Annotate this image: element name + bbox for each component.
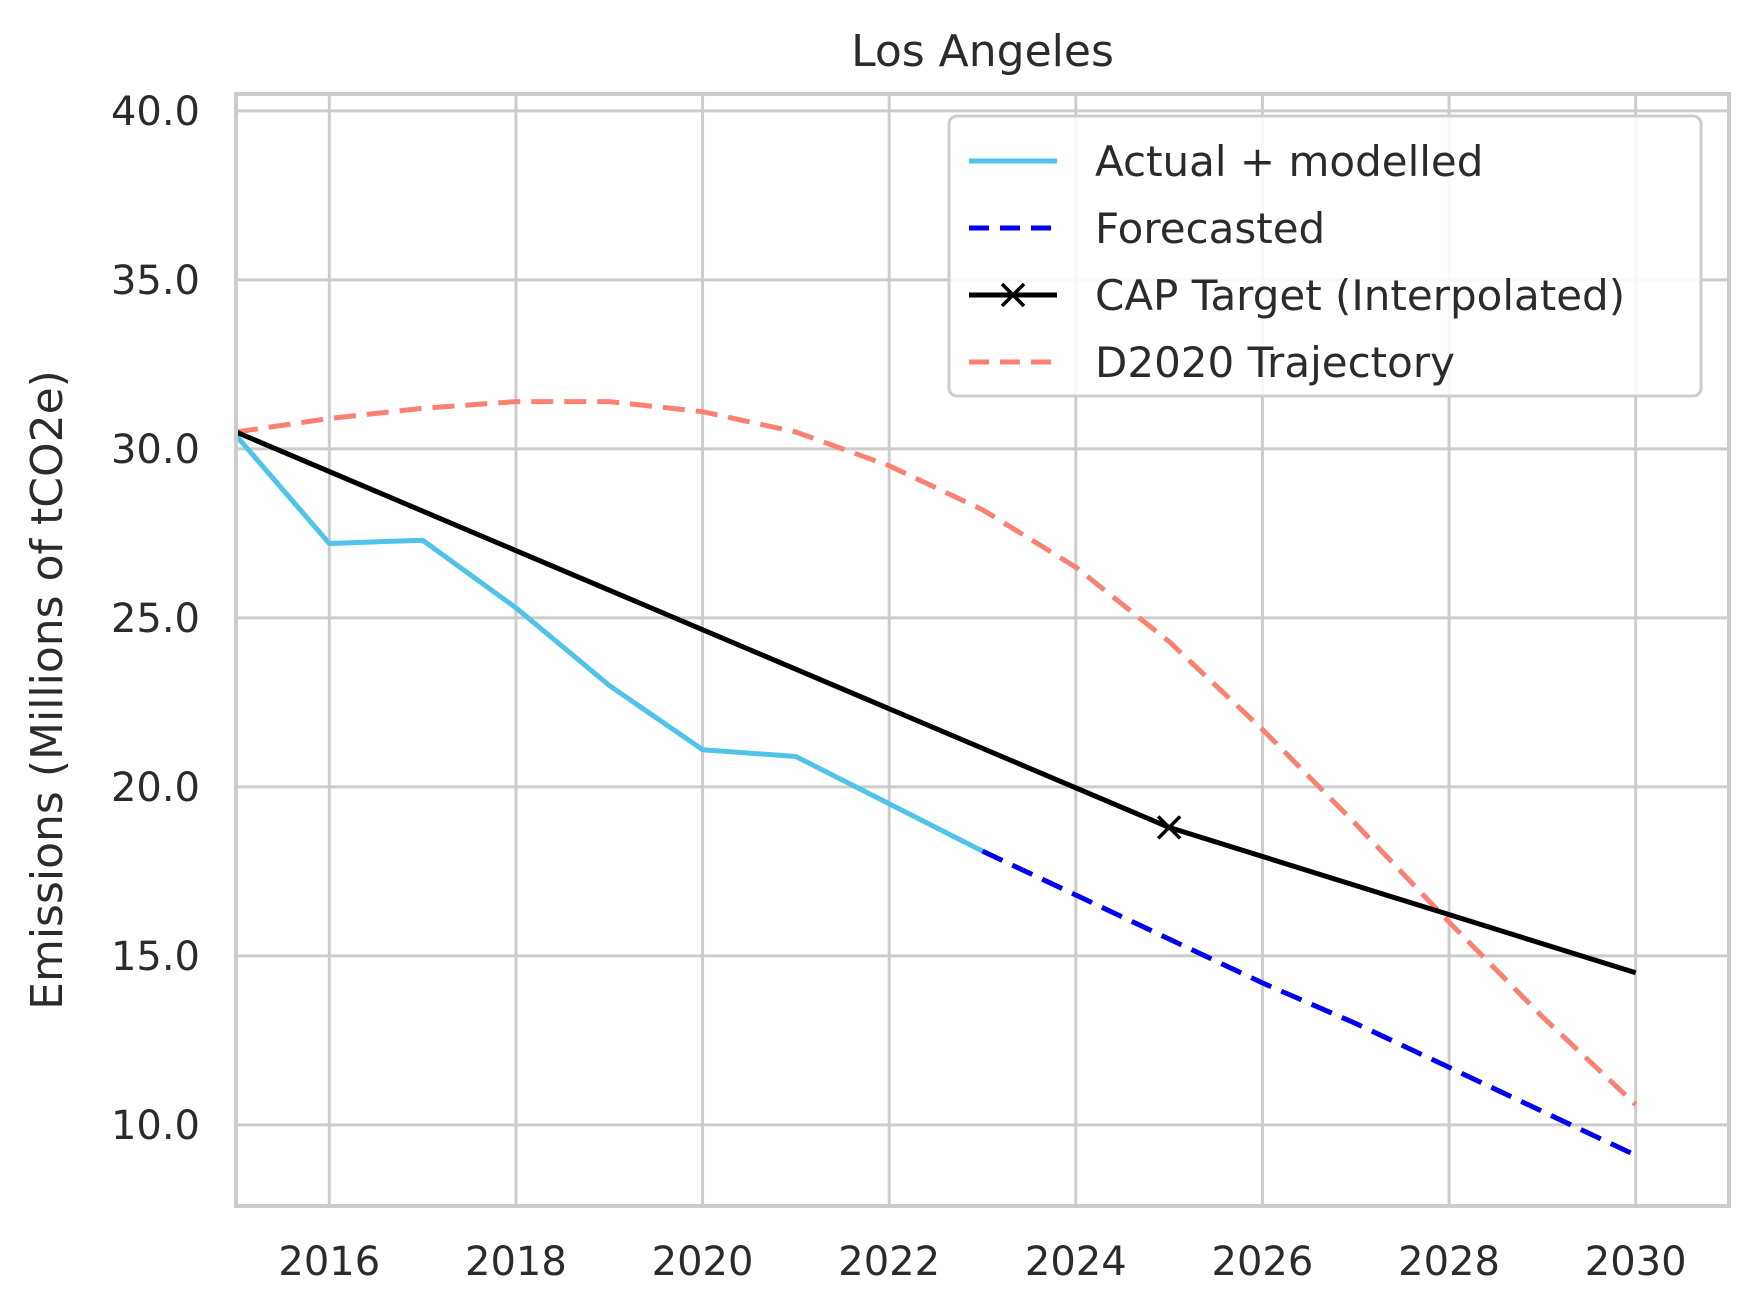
series-line-0 — [234, 433, 984, 854]
x-tick-label: 2026 — [1212, 1239, 1314, 1285]
series-marker-2 — [1156, 815, 1182, 840]
legend-entry-label: D2020 Trajectory — [1095, 338, 1455, 387]
series-line-1 — [981, 848, 1637, 1158]
legend-marker — [1000, 282, 1026, 308]
legend-entry-label: Forecasted — [1095, 204, 1325, 253]
y-tick-label: 40.0 — [111, 89, 200, 135]
y-tick-label: 20.0 — [111, 765, 200, 811]
x-tick-label: 2016 — [278, 1239, 380, 1285]
x-tick-label: 2022 — [838, 1239, 940, 1285]
y-tick-label: 35.0 — [111, 258, 200, 304]
plot-frame — [234, 92, 1731, 1208]
legend-entry-label: Actual + modelled — [1095, 137, 1483, 186]
x-tick-label: 2018 — [465, 1239, 567, 1285]
x-tick-label: 2030 — [1585, 1239, 1687, 1285]
series-layer — [234, 399, 1638, 1158]
x-tick-label: 2020 — [652, 1239, 754, 1285]
y-tick-labels: 10.0 15.0 20.0 25.0 30.0 35.0 40.0 — [111, 89, 200, 1149]
legend: Actual + modelled Forecasted CAP Target (I… — [947, 114, 1703, 398]
y-tick-label: 15.0 — [111, 934, 200, 980]
x-tick-label: 2024 — [1025, 1239, 1127, 1285]
y-tick-label: 25.0 — [111, 596, 200, 642]
y-tick-label: 30.0 — [111, 427, 200, 473]
x-tick-labels: 2016 2018 2020 2022 2024 2026 2028 2030 — [278, 1239, 1686, 1285]
y-tick-label: 10.0 — [111, 1103, 200, 1149]
legend-entry-label: CAP Target (Interpolated) — [1095, 271, 1625, 320]
legend-box — [947, 114, 1703, 398]
series-line-3 — [235, 399, 1638, 1107]
y-axis-label: Emissions (Millions of tCO2e) — [22, 370, 73, 1010]
chart-title: Los Angeles — [851, 26, 1114, 77]
x-tick-label: 2028 — [1398, 1239, 1500, 1285]
